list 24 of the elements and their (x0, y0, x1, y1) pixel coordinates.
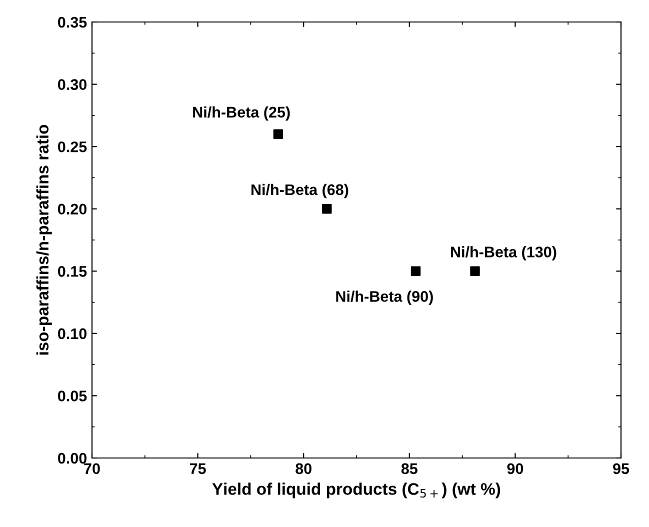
y-tick-label: 0.30 (58, 79, 87, 90)
y-axis-title: iso-paraffins/n-paraffins ratio (36, 124, 52, 355)
y-tick-label: 0.25 (58, 141, 87, 152)
x-axis-title: Yield of liquid products (C$_{5+}$) (wt %) (212, 482, 500, 498)
point (273, 129, 284, 139)
annotation: Ni/h-Beta (25) (193, 106, 290, 121)
annotation: Ni/h-Beta (68) (252, 184, 348, 198)
x-tick-label: 95 (613, 463, 630, 474)
x-tick-label: 80 (296, 463, 312, 474)
annotation: Ni/h-Beta (130) (451, 246, 556, 260)
x-tick-label: 85 (401, 463, 418, 474)
point (470, 266, 480, 276)
x-tick-label: 75 (190, 463, 206, 474)
point (322, 204, 332, 214)
y-tick-label: 0.35 (58, 16, 87, 28)
annotation: Ni/h-Beta (90) (336, 290, 433, 305)
y-tick-label: 0.15 (58, 266, 87, 277)
x-tick-label: 70 (84, 463, 100, 474)
y-tick-label: 0.20 (58, 204, 87, 215)
point (410, 266, 421, 276)
x-tick-label: 90 (507, 463, 524, 474)
y-tick-label: 0.05 (58, 390, 87, 402)
y-tick-label: 0.10 (58, 328, 87, 340)
y-tick-label: 0.00 (58, 452, 87, 464)
